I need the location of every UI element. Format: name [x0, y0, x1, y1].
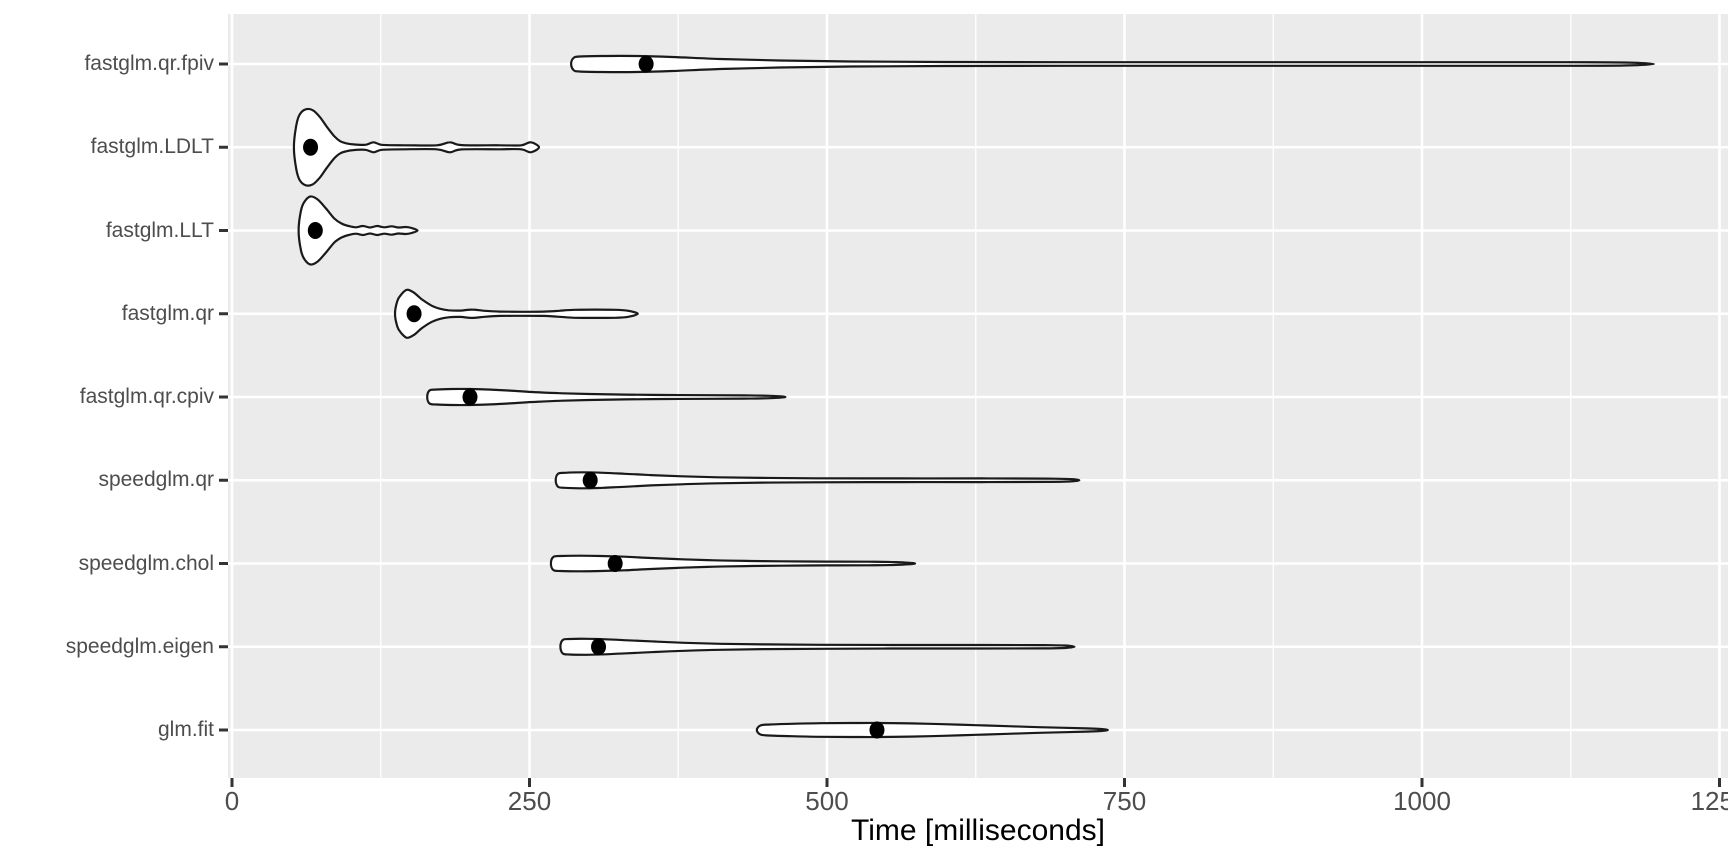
violin-speedglm.eigen — [559, 637, 1076, 656]
median-dot-speedglm.chol — [607, 555, 623, 572]
violin-fastglm.LLT — [297, 195, 419, 266]
x-axis-title: Time [milliseconds] — [851, 814, 1105, 847]
y-tick-label-fastglm.qr.cpiv: fastglm.qr.cpiv — [79, 385, 214, 408]
x-tick-label-250: 250 — [507, 786, 552, 816]
y-tick-label-speedglm.qr: speedglm.qr — [98, 468, 214, 492]
median-dot-fastglm.LLT — [307, 222, 323, 239]
median-dot-fastglm.qr.fpiv — [638, 55, 654, 73]
median-dot-fastglm.qr.cpiv — [462, 388, 478, 406]
y-tick-label-fastglm.LDLT: fastglm.LDLT — [90, 135, 214, 159]
y-tick-label-speedglm.eigen: speedglm.eigen — [65, 634, 214, 658]
median-dot-glm.fit — [869, 721, 885, 739]
violin-glm.fit — [755, 721, 1109, 739]
median-dot-speedglm.eigen — [591, 638, 607, 656]
violin-fastglm.qr.cpiv — [426, 387, 787, 407]
x-tick-label-0: 0 — [224, 786, 240, 816]
y-tick-label-fastglm.LLT: fastglm.LLT — [105, 218, 214, 242]
violin-fastglm.qr — [393, 288, 639, 339]
median-dot-fastglm.LDLT — [303, 138, 319, 156]
x-tick-label-750: 750 — [1102, 786, 1147, 816]
violin-speedglm.qr — [554, 471, 1081, 490]
y-tick-label-fastglm.qr: fastglm.qr — [121, 301, 214, 325]
median-dot-speedglm.qr — [582, 471, 598, 489]
median-dot-fastglm.qr — [406, 305, 422, 323]
y-tick-label-speedglm.chol: speedglm.chol — [78, 551, 214, 575]
x-tick-label-1250: 1250 — [1690, 786, 1728, 816]
x-tick-label-500: 500 — [805, 786, 849, 816]
violin-fastglm.qr.fpiv — [570, 54, 1656, 74]
y-tick-label-fastglm.qr.fpiv: fastglm.qr.fpiv — [84, 52, 214, 75]
x-tick-label-1000: 1000 — [1393, 786, 1451, 816]
violin-fastglm.LDLT — [292, 107, 541, 187]
y-tick-label-glm.fit: glm.fit — [157, 718, 214, 741]
